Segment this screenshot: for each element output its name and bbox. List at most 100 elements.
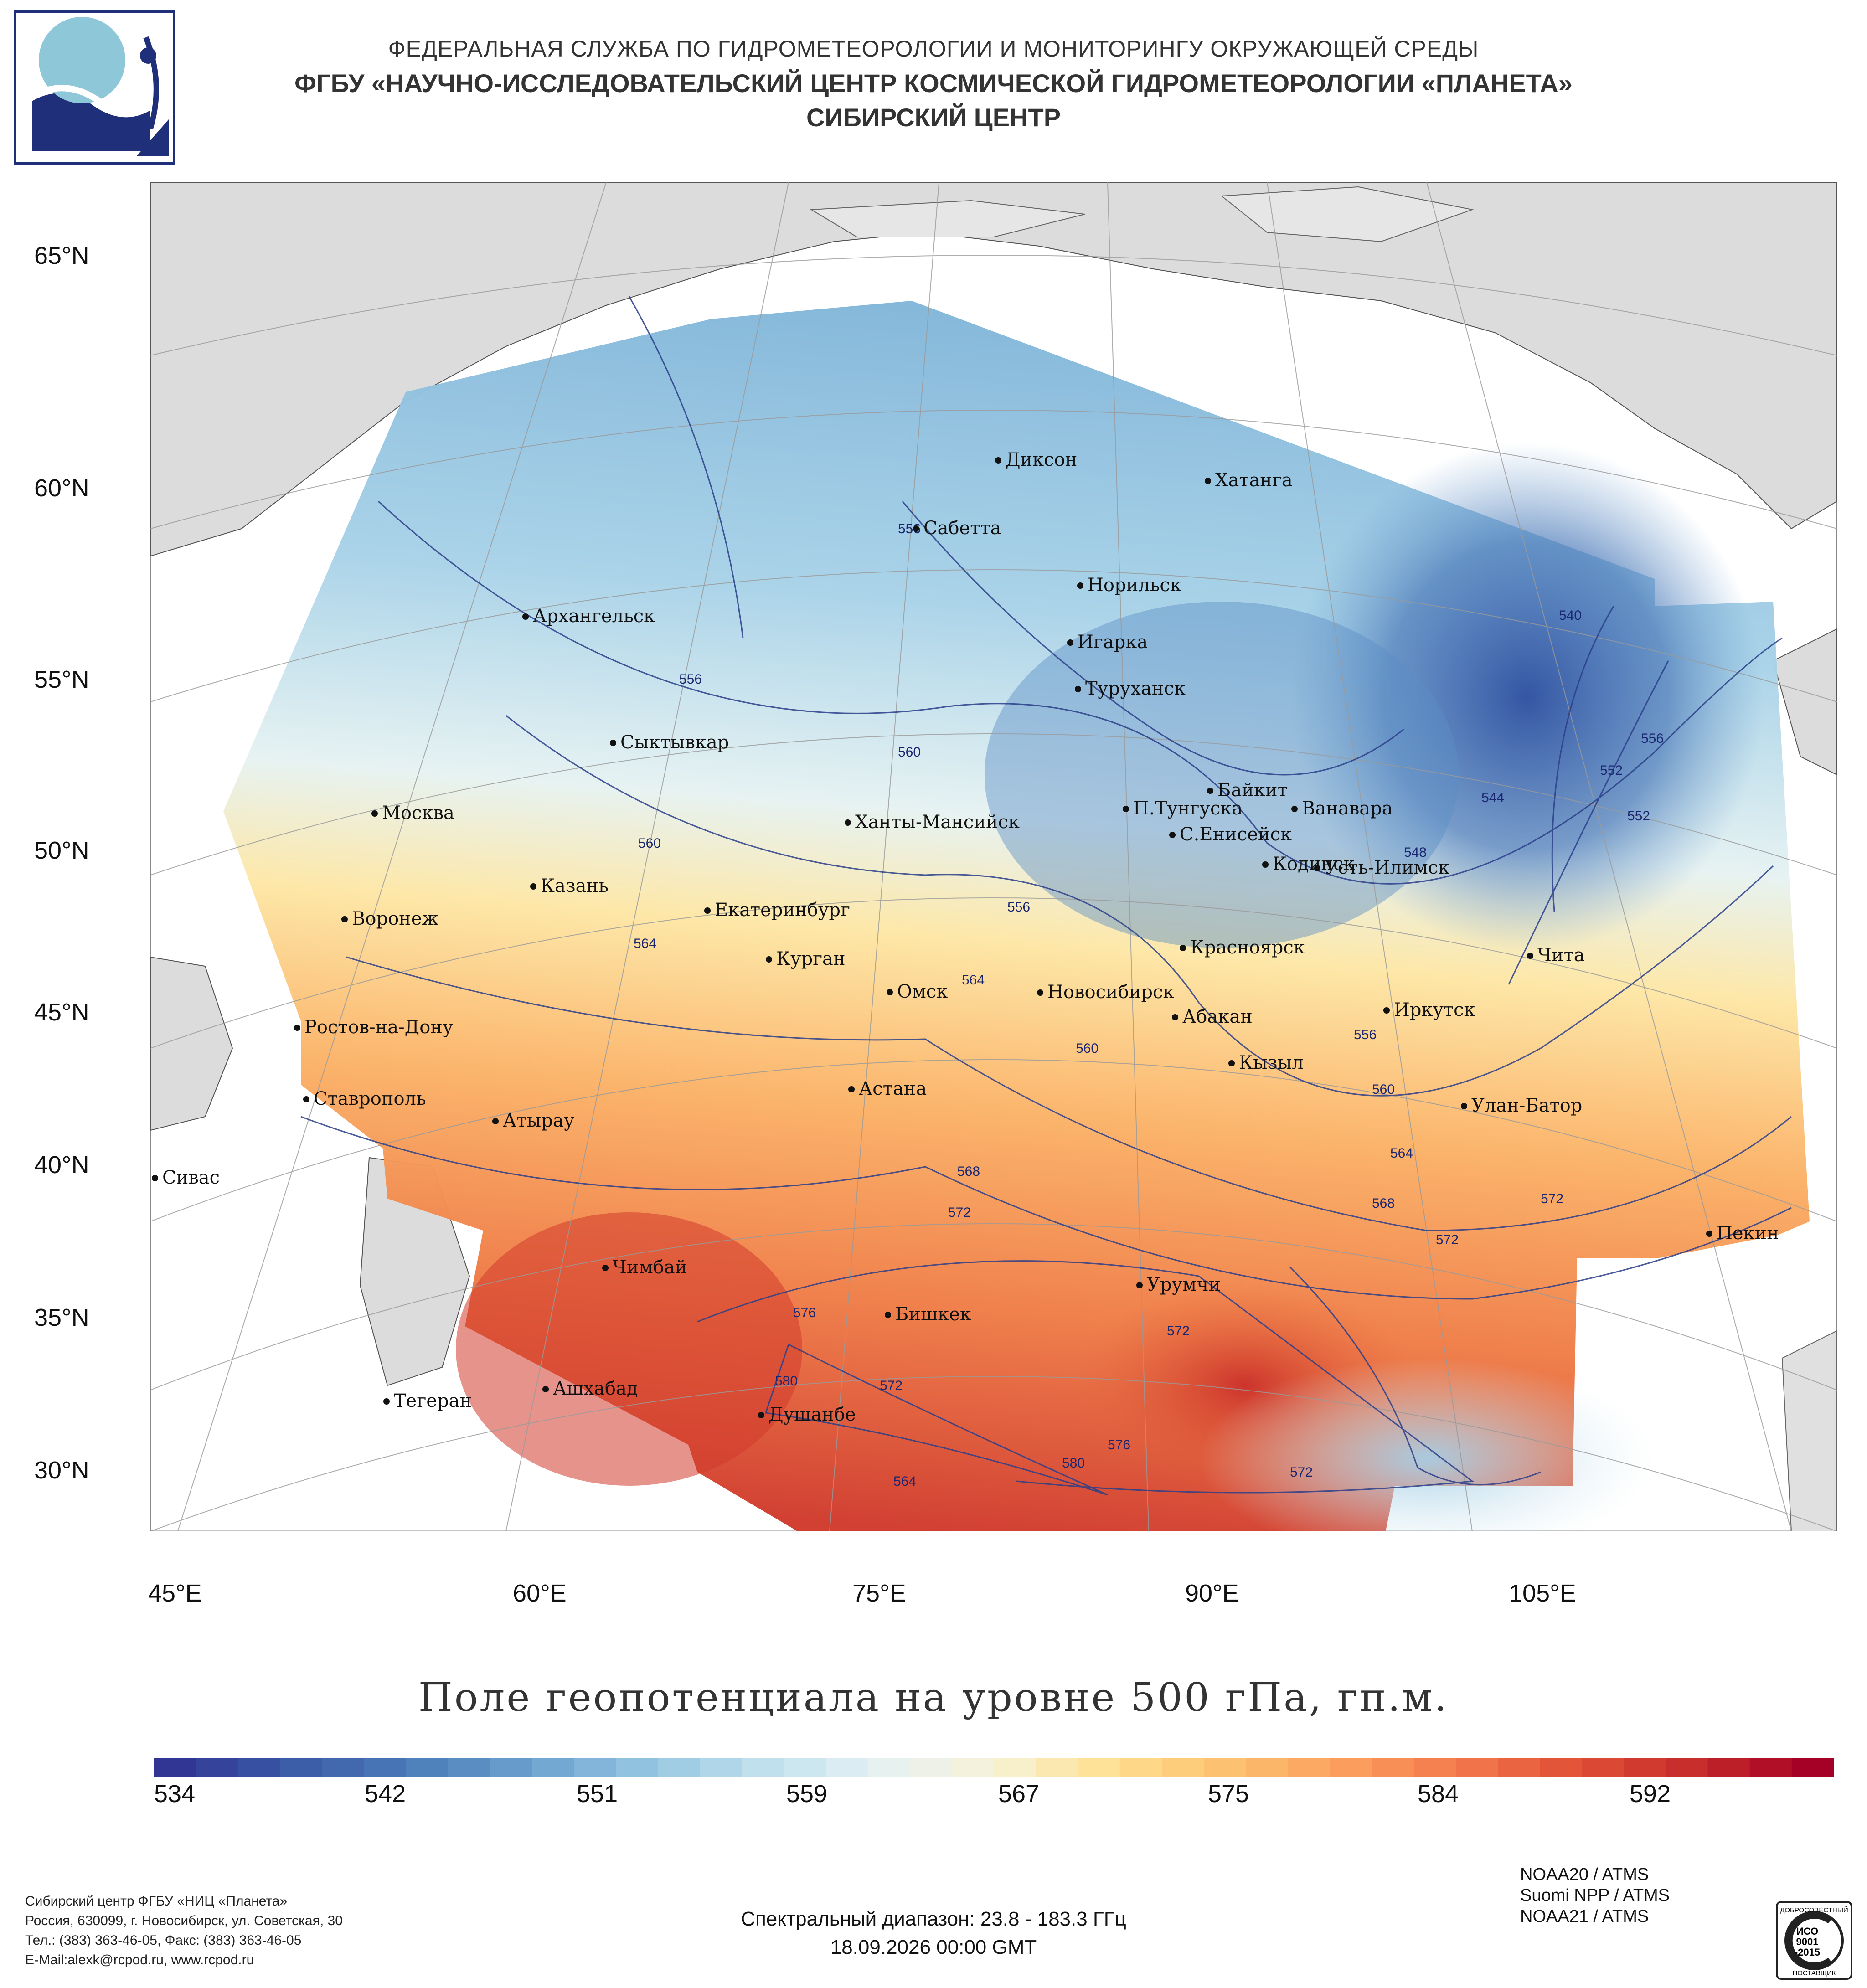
city-marker: Екатеринбург [704,900,850,921]
colorbar-step [1624,1758,1666,1777]
city-label: Москва [382,803,454,824]
city-dot [1169,832,1176,838]
colorbar-step [406,1758,449,1777]
city-label: Воронеж [352,908,438,929]
city-marker: Архангельск [522,606,655,627]
city-label: Кызыл [1239,1052,1304,1073]
city-dot [1527,953,1533,959]
city-label: Ашхабад [553,1378,638,1399]
colorbar-step [1288,1758,1331,1777]
city-marker: Игарка [1067,632,1148,653]
iso-bottom: ПОСТАВЩИК [1792,1969,1836,1977]
colorbar-step [868,1758,911,1777]
colorbar-step [1582,1758,1625,1777]
lon-label: 90°E [1185,1580,1239,1607]
lat-label: 40°N [34,1151,89,1179]
city-label: Атырау [503,1110,575,1131]
org-line: E-Mail:alexk@rcpod.ru, www.rcpod.ru [25,1952,254,1967]
colorbar-step [910,1758,953,1777]
instrument: Suomi NPP / ATMS [1520,1886,1670,1905]
colorbar-label: 534 [154,1780,196,1808]
city-marker: Абакан [1172,1006,1253,1027]
city-label: Улан-Батор [1471,1095,1582,1116]
city-dot [1172,1014,1178,1020]
city-label: Хатанга [1215,470,1293,491]
colorbar-step [1749,1758,1792,1777]
colorbar-label: 559 [786,1780,828,1808]
lat-label: 60°N [34,474,89,502]
isoline-label: 556 [1007,900,1030,915]
colorbar-step [826,1758,869,1777]
city-dot [1228,1060,1235,1066]
city-dot [913,525,919,532]
colorbar-step [1119,1758,1162,1777]
city-label: П.Тунгуска [1133,798,1243,819]
isoline-label: 556 [1641,731,1664,746]
instrument: NOAA21 / ATMS [1520,1907,1649,1926]
isoline-label: 572 [1290,1465,1313,1480]
city-dot [1075,686,1081,692]
colorbar-step [1455,1758,1498,1777]
city-label: Тегеран [394,1391,472,1411]
city-marker: Диксон [995,449,1077,470]
city-marker: Москва [371,803,454,824]
city-marker: Омск [887,981,948,1002]
city-dot [1461,1103,1467,1109]
city-dot [602,1265,609,1271]
isoline-label: 564 [962,973,985,988]
city-label: Курган [776,948,846,969]
city-dot [1205,478,1211,484]
city-dot [1291,806,1298,812]
city-label: Бишкек [895,1304,971,1325]
colorbar-step [574,1758,617,1777]
city-marker: Астана [848,1078,927,1099]
city-dot [1136,1282,1143,1288]
city-label: Красноярск [1190,937,1305,958]
colorbar-step [448,1758,490,1777]
city-label: Иркутск [1394,999,1475,1020]
isoline-label: 552 [1627,809,1650,824]
lat-label: 55°N [34,666,89,693]
colorbar-step [1246,1758,1289,1777]
city-marker: Сыктывкар [610,732,729,753]
colorbar-step [364,1758,407,1777]
city-marker: Новосибирск [1037,982,1174,1003]
isoline-label: 552 [1600,763,1623,778]
city-marker: Урумчи [1136,1274,1221,1295]
datetime: 18.09.2026 00:00 GMT [830,1936,1037,1958]
colorbar-label: 575 [1208,1780,1249,1808]
lon-label: 75°E [852,1580,906,1607]
city-label: Сыктывкар [620,732,729,753]
lat-label: 35°N [34,1304,89,1331]
city-label: Чита [1537,945,1585,966]
city-marker: Ханты-Мансийск [845,812,1020,833]
city-label: Байкит [1217,780,1288,801]
city-marker: Ростов-на-Дону [294,1017,454,1038]
city-dot [1207,788,1213,794]
city-dot [1383,1007,1390,1014]
colorbar-step [1498,1758,1541,1777]
colorbar-step [1036,1758,1078,1777]
colorbar-label: 567 [998,1780,1040,1808]
city-label: Казань [541,876,609,896]
city-marker: Усть-Илимск [1314,857,1449,878]
spectral-info: Спектральный диапазон: 23.8 - 183.3 ГГц … [0,1905,1867,1962]
city-label: Туруханск [1085,678,1186,699]
isoline-label: 568 [1372,1196,1395,1211]
city-marker: Туруханск [1075,678,1186,699]
city-dot [152,1175,158,1181]
city-label: Пекин [1717,1223,1779,1244]
colorbar-step [1791,1758,1834,1777]
city-dot [1180,945,1186,951]
city-marker: П.Тунгуска [1123,798,1243,819]
city-label: Игарка [1078,632,1148,653]
city-dot [766,956,772,963]
colorbar-step [154,1758,197,1777]
city-marker: Норильск [1077,575,1181,596]
city-marker: Иркутск [1383,999,1475,1020]
iso-mid1: ИСО [1796,1926,1818,1937]
city-label: Ханты-Мансийск [855,812,1020,833]
colorbar-step [1540,1758,1583,1777]
city-dot [995,457,1001,464]
city-marker: Бишкек [885,1304,971,1325]
